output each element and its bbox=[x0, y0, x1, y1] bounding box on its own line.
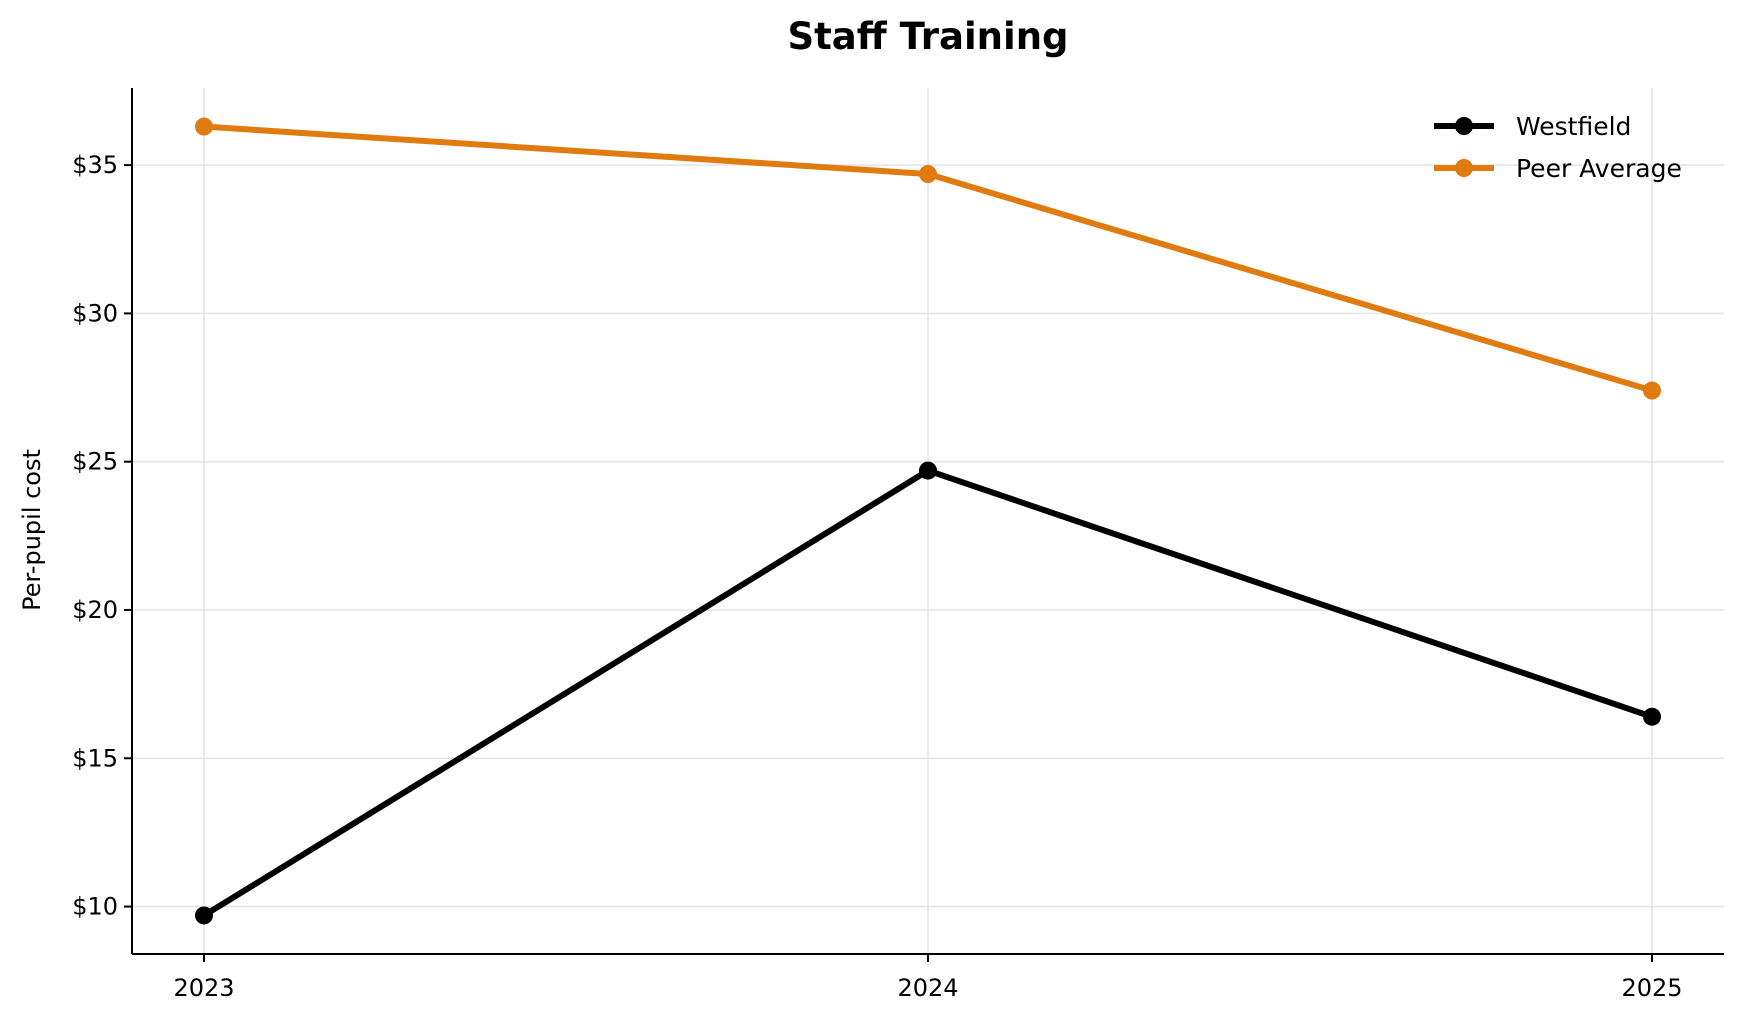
legend-label: Westfield bbox=[1516, 112, 1631, 141]
x-tick-label: 2024 bbox=[897, 974, 958, 1002]
y-axis-label: Per-pupil cost bbox=[18, 449, 46, 611]
y-tick-label: $15 bbox=[72, 744, 118, 772]
data-point bbox=[195, 906, 213, 925]
data-point bbox=[919, 461, 937, 480]
chart-title: Staff Training bbox=[787, 15, 1068, 58]
y-tick-label: $30 bbox=[72, 299, 118, 327]
x-tick-label: 2023 bbox=[173, 974, 234, 1002]
legend: Westfield Peer Average bbox=[1434, 112, 1682, 183]
series-lines bbox=[195, 117, 1661, 925]
legend-entry: Westfield bbox=[1434, 112, 1631, 141]
legend-label: Peer Average bbox=[1516, 154, 1682, 183]
data-point bbox=[919, 165, 937, 184]
y-tick-label: $25 bbox=[72, 448, 118, 476]
legend-swatch-marker bbox=[1455, 117, 1473, 135]
grid-lines bbox=[132, 88, 1724, 954]
data-point bbox=[1643, 381, 1661, 400]
legend-entry: Peer Average bbox=[1434, 154, 1682, 183]
x-tick-label: 2025 bbox=[1621, 974, 1682, 1002]
y-tick-label: $20 bbox=[72, 596, 118, 624]
legend-swatch-marker bbox=[1455, 159, 1473, 177]
data-point bbox=[195, 117, 213, 136]
series-peer-average bbox=[195, 117, 1661, 400]
y-tick-label: $10 bbox=[72, 893, 118, 921]
series-westfield bbox=[195, 461, 1661, 925]
y-tick-label: $35 bbox=[72, 151, 118, 179]
data-point bbox=[1643, 707, 1661, 726]
tick-labels: $10 $15 $20 $25 $30 $35 2023 2024 2025 bbox=[72, 151, 1682, 1002]
